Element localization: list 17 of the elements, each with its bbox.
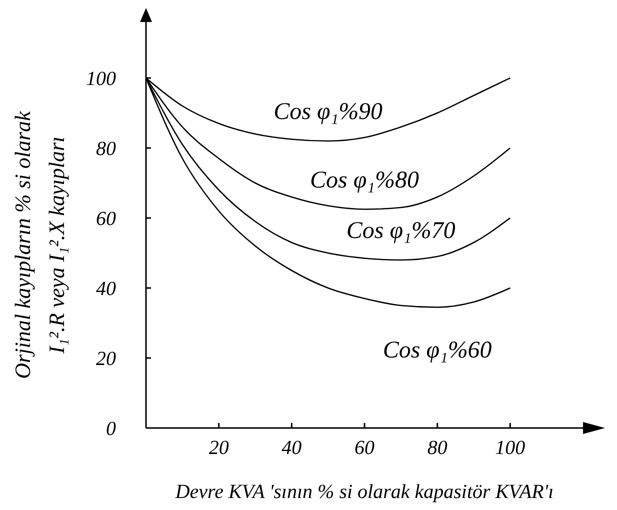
series-label: Cos φ₁%90 [274, 99, 383, 125]
x-tick-label: 20 [208, 437, 229, 459]
y-tick-label: 0 [106, 418, 116, 440]
x-tick-label: 80 [427, 437, 448, 459]
y-tick-label: 100 [86, 68, 116, 90]
x-tick-label: 60 [354, 437, 374, 459]
series-label: Cos φ₁%60 [382, 337, 492, 364]
y-tick-label: 60 [96, 208, 116, 230]
y-tick-label: 20 [96, 348, 116, 370]
x-axis-title: Devre KVA 'sının % si olarak kapasitör KVAR'ı [174, 481, 554, 503]
y-tick-label: 40 [96, 278, 116, 300]
y-axis-title: Orjinal kayıpların % si olarak I₁².R veya I₁².X kayıpları [10, 110, 69, 379]
series-label: Cos φ₁%70 [346, 218, 456, 244]
y-tick-label: 80 [96, 138, 116, 160]
x-tick-label: 100 [495, 437, 526, 459]
x-tick-label: 40 [282, 437, 302, 459]
series-label: Cos φ₁%80 [310, 167, 419, 194]
